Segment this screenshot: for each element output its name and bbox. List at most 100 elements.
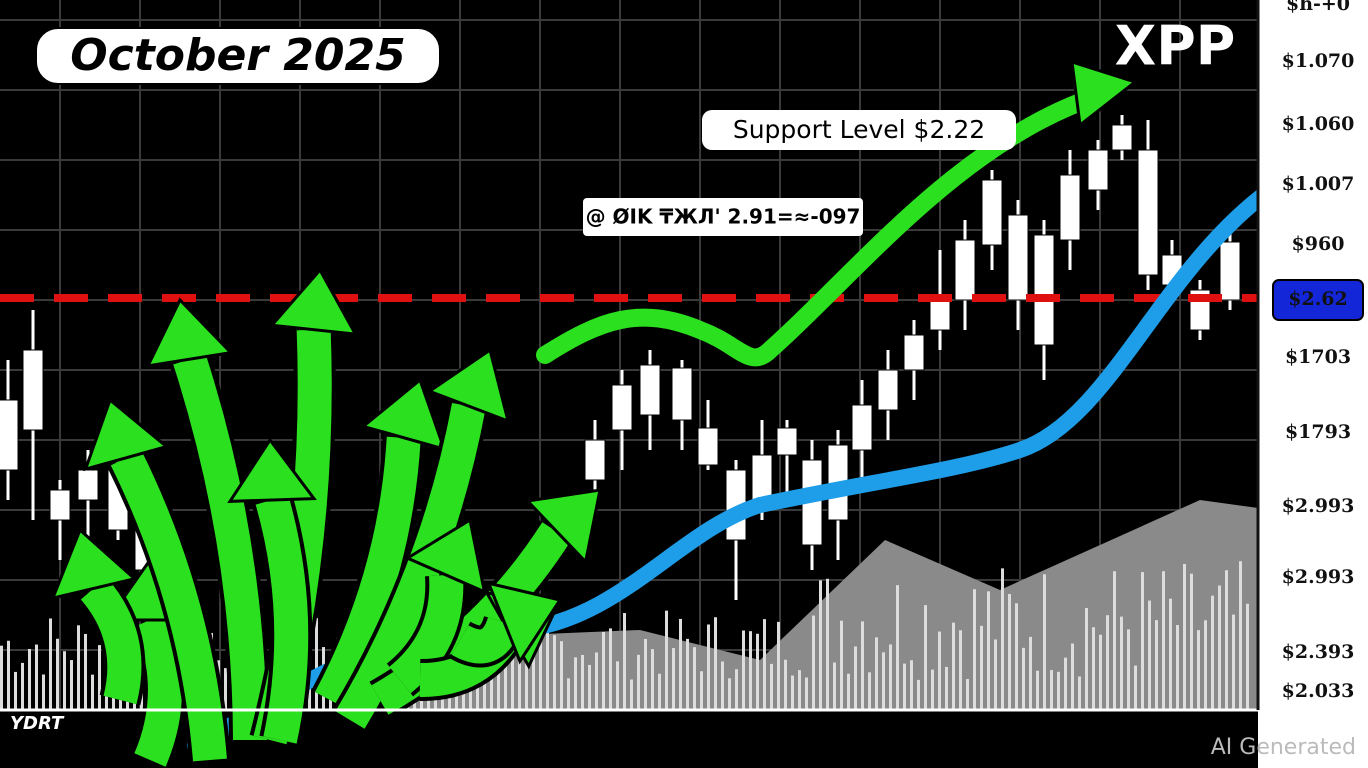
ticker: XPP [1115,15,1236,78]
volume-bar [49,618,52,710]
volume-bar [980,625,983,710]
volume-bar [21,662,24,710]
volume-bar [602,631,605,710]
volume-bar [1141,572,1144,710]
volume-bar [798,670,801,710]
volume-bar [749,631,752,710]
volume-bar [42,674,45,710]
volume-bar [35,644,38,710]
candle-body [929,299,951,331]
candle-body [77,469,99,501]
volume-bar [1218,585,1221,710]
title: October 2025 [70,30,406,81]
arrow-shaft [255,495,309,744]
volume-bar [1057,671,1060,710]
volume-bar [756,633,759,710]
volume-bar [546,627,549,710]
volume-bar [679,618,682,710]
candle-body [49,489,71,521]
arrow-shaft [315,436,421,709]
candle-body [1059,174,1081,241]
volume-bar [1050,670,1053,710]
y-tick-label: $2.993 [1282,495,1355,517]
volume-bar [1064,657,1067,710]
volume-bar [553,635,556,710]
volume-bar [1022,647,1025,710]
volume-bar [1092,627,1095,710]
y-tick-label: $2.033 [1282,680,1355,702]
volume-bar [539,619,542,710]
volume-bar [742,630,745,710]
volume-bar [777,621,780,710]
axis-panel [1258,0,1368,768]
volume-bar [1008,593,1011,710]
candle-body [671,367,693,421]
candle-body [1137,149,1159,276]
volume-bar [973,589,976,710]
volume-bar [784,659,787,710]
volume-bar [840,620,843,710]
volume-bar [574,657,577,710]
volume-bar [1106,615,1109,710]
candle-body [1087,149,1109,191]
volume-bar [98,645,101,710]
volume-bar [1211,595,1214,710]
candle-body [1219,241,1241,301]
volume-bar [833,662,836,710]
volume-bar [315,618,318,710]
volume-bar [1204,620,1207,710]
volume-bar [1162,571,1165,710]
candle-body [22,349,44,431]
title-box [35,27,441,85]
volume-bar [1134,665,1137,710]
volume-bar [882,652,885,710]
volume-bar [819,580,822,710]
volume-bar [644,638,647,710]
volume-bar [826,578,829,710]
trend-arrow [536,86,1109,367]
volume-bar [1239,561,1242,710]
volume-bar [1176,624,1179,710]
arrow-bundle [50,267,602,768]
volume-bar [938,631,941,710]
volume-bar [693,647,696,710]
arrow-shaft [173,354,267,741]
volume-bar [945,666,948,710]
volume-bar [1099,634,1102,710]
volume-bar [770,663,773,710]
volume-bar [1015,603,1018,710]
y-tick-label: $1.007 [1282,173,1355,195]
volume-bar [1085,607,1088,710]
volume-bar [616,661,619,710]
volume-bar [763,619,766,710]
volume-bar [63,651,66,710]
volume-bar [588,664,591,710]
volume-bar [812,615,815,710]
volume-bar [931,669,934,710]
y-tick-label: $2.393 [1282,641,1355,663]
volume-bar [77,625,80,710]
volume-bar [224,668,227,710]
volume-bar [875,637,878,710]
volume-bar [714,617,717,710]
volume-bar [700,671,703,710]
volume-bar [532,615,535,710]
volume-bar [497,670,500,710]
arrow-head [83,397,170,472]
volume-bar [735,669,738,710]
volume-bar [1232,614,1235,710]
volume-bar [854,646,857,710]
candle-body [584,439,606,481]
arrow-shaft [134,613,182,767]
volume-bar [1190,573,1193,710]
note-box [583,198,863,236]
volume-bar [91,674,94,710]
volume-bar [84,633,87,710]
volume-bar [483,663,486,710]
volume-bar [1113,571,1116,710]
volume-bar [1036,670,1039,710]
volume-bar [1148,600,1151,710]
arrow-head [426,347,511,424]
support-annotation: Support Level $2.22 [733,115,985,144]
volume-bar [791,675,794,710]
